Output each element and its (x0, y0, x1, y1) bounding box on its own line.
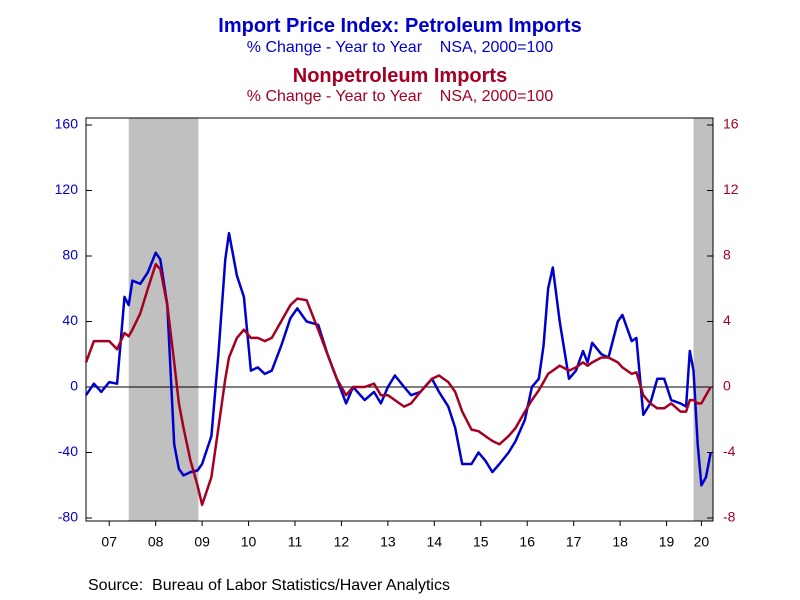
x-tick-label: 15 (473, 534, 489, 550)
y-tick-label: 120 (55, 181, 79, 197)
x-tick-label: 10 (241, 534, 257, 550)
x-tick-label: 12 (334, 534, 350, 550)
chart-title-2: Nonpetroleum Imports (293, 65, 507, 87)
y2-tick-label: -4 (723, 443, 736, 459)
recession-band (693, 118, 713, 521)
y2-tick-label: 4 (723, 312, 731, 328)
y2-tick-label: -8 (723, 509, 736, 525)
chart-title: Import Price Index: Petroleum Imports (218, 15, 581, 37)
x-tick-label: 07 (101, 534, 117, 550)
y-tick-label: 40 (62, 312, 78, 328)
source-note: Source: Bureau of Labor Statistics/Haver… (88, 577, 450, 594)
chart-subtitle: % Change - Year to Year NSA, 2000=100 (247, 39, 554, 56)
x-tick-label: 17 (566, 534, 582, 550)
plot-frame (85, 117, 714, 522)
y-tick-label: 160 (55, 116, 79, 132)
x-tick-label: 16 (519, 534, 535, 550)
x-tick-label: 14 (427, 534, 443, 550)
series-line (84, 231, 712, 487)
y-tick-label: -40 (58, 443, 78, 459)
y2-tick-label: 12 (723, 181, 739, 197)
y-tick-label: -80 (58, 509, 78, 525)
y2-tick-label: 8 (723, 247, 731, 263)
y2-tick-label: 0 (723, 378, 731, 394)
x-tick-label: 20 (694, 534, 710, 550)
y-tick-label: 80 (62, 247, 78, 263)
x-tick-label: 08 (148, 534, 164, 550)
chart-subtitle-2: % Change - Year to Year NSA, 2000=100 (247, 88, 554, 105)
y2-tick-label: 16 (723, 116, 739, 132)
series-line (84, 262, 712, 507)
x-tick-label: 18 (612, 534, 628, 550)
x-tick-label: 13 (380, 534, 396, 550)
x-tick-label: 09 (194, 534, 210, 550)
x-tick-label: 19 (659, 534, 675, 550)
y-tick-label: 0 (70, 378, 78, 394)
recession-band (128, 118, 199, 521)
x-tick-label: 11 (288, 534, 303, 550)
